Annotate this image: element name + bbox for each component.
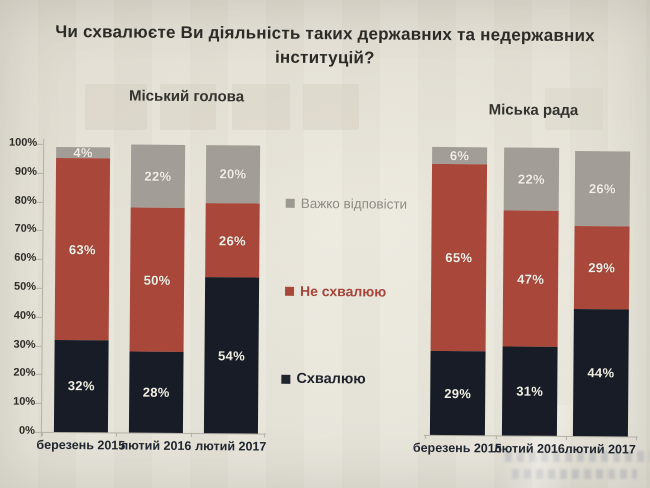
segment-value-label: 54% bbox=[217, 347, 246, 364]
page-title: Чи схвалюєте Ви діяльність таких державн… bbox=[55, 21, 595, 68]
segment-value-label: 26% bbox=[218, 232, 246, 249]
y-axis-tick bbox=[37, 143, 44, 145]
segment-value-label: 65% bbox=[445, 250, 473, 266]
segment-Не схвалюю: 50% bbox=[129, 207, 185, 353]
y-axis-label: 70% bbox=[14, 223, 37, 236]
x-axis-tick bbox=[635, 436, 637, 441]
segment-value-label: 44% bbox=[587, 365, 615, 381]
segment-value-label: 20% bbox=[219, 166, 247, 182]
segment-Важко відповісти: 6% bbox=[432, 146, 488, 165]
bleedthrough-artifact bbox=[160, 84, 216, 130]
legend-item-approve: Схвалюю bbox=[281, 370, 366, 388]
stacked-bar: 26% 29% 44% bbox=[572, 150, 631, 437]
y-axis-tick bbox=[35, 316, 42, 318]
legend-item-disapprove: Не схвалюю bbox=[285, 283, 386, 300]
segment-Важко відповісти: 26% bbox=[574, 150, 631, 227]
y-axis-label: 10% bbox=[13, 395, 36, 409]
segment-Важко відповісти: 20% bbox=[205, 145, 261, 204]
y-axis-label: 80% bbox=[14, 194, 37, 207]
legend-swatch-black bbox=[281, 374, 291, 384]
segment-Схвалюю: 31% bbox=[501, 346, 558, 436]
x-axis-tick bbox=[495, 435, 497, 440]
segment-Важко відповісти: 22% bbox=[130, 144, 186, 209]
stacked-bar: 6% 65% 29% bbox=[429, 146, 488, 436]
bleedthrough-text-smudge bbox=[512, 469, 637, 479]
segment-Схвалюю: 44% bbox=[572, 309, 629, 437]
x-axis-tick bbox=[263, 433, 265, 438]
x-axis-tick bbox=[41, 431, 43, 436]
y-axis-tick bbox=[36, 259, 43, 261]
segment-Не схвалюю: 47% bbox=[502, 210, 559, 347]
segment-value-label: 29% bbox=[588, 260, 616, 276]
segment-value-label: 26% bbox=[588, 180, 616, 197]
segment-Важко відповісти: 4% bbox=[56, 145, 111, 160]
y-axis-tick bbox=[36, 230, 43, 232]
segment-value-label: 31% bbox=[516, 383, 544, 399]
legend-label: Схвалюю bbox=[296, 370, 366, 388]
x-axis-tick bbox=[190, 433, 192, 438]
bleedthrough-artifact bbox=[85, 84, 147, 130]
segment-Не схвалюю: 29% bbox=[573, 225, 630, 310]
chart-title-miskyi-holova: Міський голова bbox=[128, 87, 245, 106]
chart-mayor-plot: 100% 90% 80% 70% 60% 50% 40% 30% 20% 10% 0% 4% 63% 32… bbox=[9, 137, 267, 454]
y-axis-label: 60% bbox=[14, 251, 37, 265]
segment-value-label: 29% bbox=[444, 385, 472, 401]
legend-label: Не схвалюю bbox=[299, 282, 387, 300]
category-label: лютий 2017 bbox=[564, 441, 636, 457]
segment-Не схвалюю: 63% bbox=[54, 158, 111, 341]
chart-council-plot: 6% 65% 29% березень 2015 22% 47% 31% лютий 2016… bbox=[413, 146, 639, 457]
legend-swatch-red bbox=[285, 286, 295, 296]
y-axis-label: 90% bbox=[14, 165, 38, 178]
legend-item-hard-to-answer: Важко відповісти bbox=[285, 195, 408, 212]
y-axis-tick bbox=[36, 172, 43, 174]
segment-Не схвалюю: 65% bbox=[430, 164, 488, 352]
x-axis-tick bbox=[424, 434, 426, 439]
stacked-bar: 20% 26% 54% bbox=[203, 145, 261, 434]
segment-Схвалюю: 32% bbox=[53, 339, 109, 433]
segment-value-label: 28% bbox=[142, 384, 170, 401]
segment-Схвалюю: 28% bbox=[128, 351, 184, 433]
segment-Не схвалюю: 26% bbox=[205, 202, 260, 279]
y-axis-label: 40% bbox=[13, 309, 36, 322]
segment-Схвалюю: 29% bbox=[429, 351, 486, 436]
x-axis-tick bbox=[116, 432, 118, 437]
bleedthrough-artifact bbox=[545, 88, 603, 130]
bleedthrough-artifact bbox=[232, 84, 290, 130]
y-axis-label: 20% bbox=[13, 367, 36, 380]
segment-value-label: 47% bbox=[517, 271, 545, 287]
segment-value-label: 63% bbox=[68, 241, 96, 257]
legend-label: Важко відповісти bbox=[300, 195, 408, 212]
y-axis-label: 100% bbox=[9, 136, 38, 149]
segment-value-label: 50% bbox=[143, 272, 171, 288]
category-label: лютий 2017 bbox=[195, 439, 267, 454]
y-axis-tick bbox=[36, 287, 43, 289]
segment-value-label: 6% bbox=[449, 148, 470, 164]
y-axis-label: 30% bbox=[13, 338, 36, 351]
segment-Важко відповісти: 22% bbox=[503, 147, 560, 212]
stacked-bar: 22% 47% 31% bbox=[501, 147, 560, 436]
y-axis-tick bbox=[35, 403, 42, 405]
bleedthrough-artifact bbox=[303, 84, 359, 130]
bleedthrough-text-smudge bbox=[505, 451, 650, 462]
y-axis-tick bbox=[34, 431, 41, 433]
legend-swatch-gray bbox=[285, 198, 295, 208]
y-axis-tick bbox=[35, 374, 42, 376]
y-axis-label: 50% bbox=[13, 280, 37, 293]
y-axis-tick bbox=[36, 201, 43, 203]
chart-title-miska-rada: Міська рада bbox=[488, 101, 579, 120]
stacked-bar: 22% 50% 28% bbox=[128, 144, 186, 433]
y-axis-label: 0% bbox=[18, 424, 35, 437]
segment-value-label: 22% bbox=[517, 171, 545, 187]
stacked-bar: 4% 63% 32% bbox=[53, 145, 111, 433]
segment-value-label: 22% bbox=[144, 168, 172, 185]
segment-Схвалюю: 54% bbox=[203, 277, 260, 434]
x-axis-tick bbox=[566, 435, 568, 440]
y-axis-tick bbox=[35, 345, 42, 347]
segment-value-label: 32% bbox=[67, 378, 95, 394]
